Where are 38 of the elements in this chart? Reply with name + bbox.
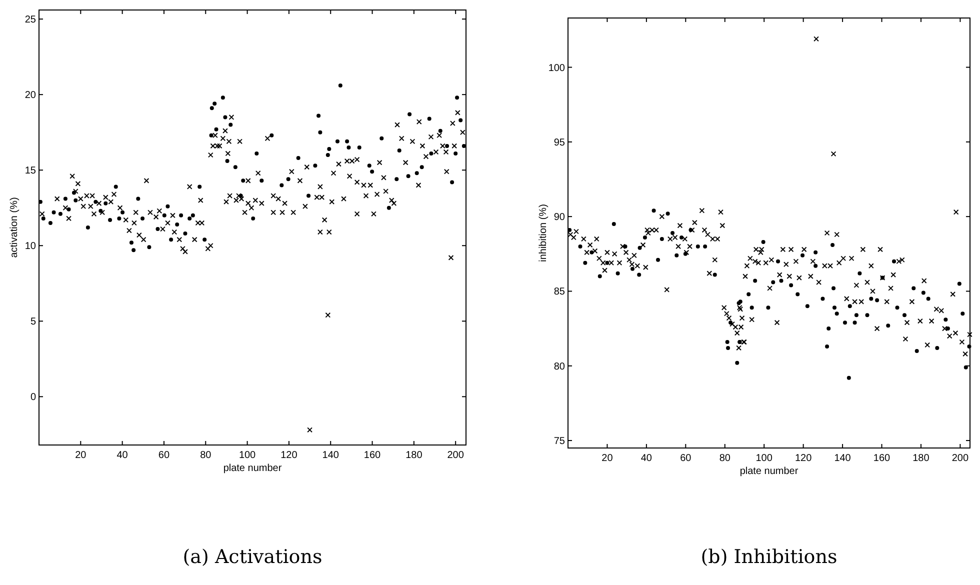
y-tick-label: 95 bbox=[554, 137, 566, 148]
y-tick-label: 15 bbox=[24, 166, 36, 177]
x-tick-label: 60 bbox=[680, 453, 692, 464]
x-tick-label: 80 bbox=[200, 450, 212, 461]
x-tick-label: 40 bbox=[116, 450, 128, 461]
x-tick-label: 120 bbox=[280, 450, 298, 461]
y-tick-label: 80 bbox=[554, 361, 566, 372]
x-tick-label: 20 bbox=[602, 453, 614, 464]
y-tick-label: 100 bbox=[548, 62, 566, 74]
x-tick-label: 160 bbox=[364, 450, 382, 461]
y-tick-label: 20 bbox=[24, 90, 36, 102]
x-tick-label: 20 bbox=[75, 450, 87, 461]
x-tick-label: 100 bbox=[238, 450, 256, 461]
x-tick-label: 200 bbox=[447, 450, 464, 461]
text: (a) Activations bbox=[182, 546, 322, 568]
x-tick-label: 180 bbox=[912, 453, 930, 464]
x-tick-label: 200 bbox=[952, 453, 969, 464]
x-tick-label: 180 bbox=[406, 450, 423, 461]
y-axis-title: inhibition (%) bbox=[538, 204, 549, 262]
y-tick-label: 75 bbox=[554, 436, 566, 448]
y-tick-label: 85 bbox=[554, 286, 566, 298]
y-tick-label: 0 bbox=[30, 392, 36, 404]
x-tick-label: 140 bbox=[322, 450, 340, 461]
y-axis-title: activation (%) bbox=[9, 197, 20, 258]
x-tick-label: 100 bbox=[756, 453, 773, 464]
x-axis-title: plate number bbox=[740, 466, 799, 477]
y-tick-label: 5 bbox=[30, 316, 36, 328]
text: (b) Inhibitions bbox=[700, 546, 838, 568]
x-tick-label: 60 bbox=[158, 450, 170, 461]
y-tick-label: 25 bbox=[24, 14, 36, 26]
x-tick-label: 40 bbox=[640, 453, 652, 464]
y-tick-label: 10 bbox=[24, 241, 36, 252]
x-axis-title: plate number bbox=[223, 463, 282, 474]
x-tick-label: 140 bbox=[834, 453, 852, 464]
x-tick-label: 160 bbox=[873, 453, 891, 464]
y-tick-label: 90 bbox=[554, 212, 566, 224]
x-tick-label: 80 bbox=[719, 453, 731, 464]
x-tick-label: 120 bbox=[794, 453, 812, 464]
